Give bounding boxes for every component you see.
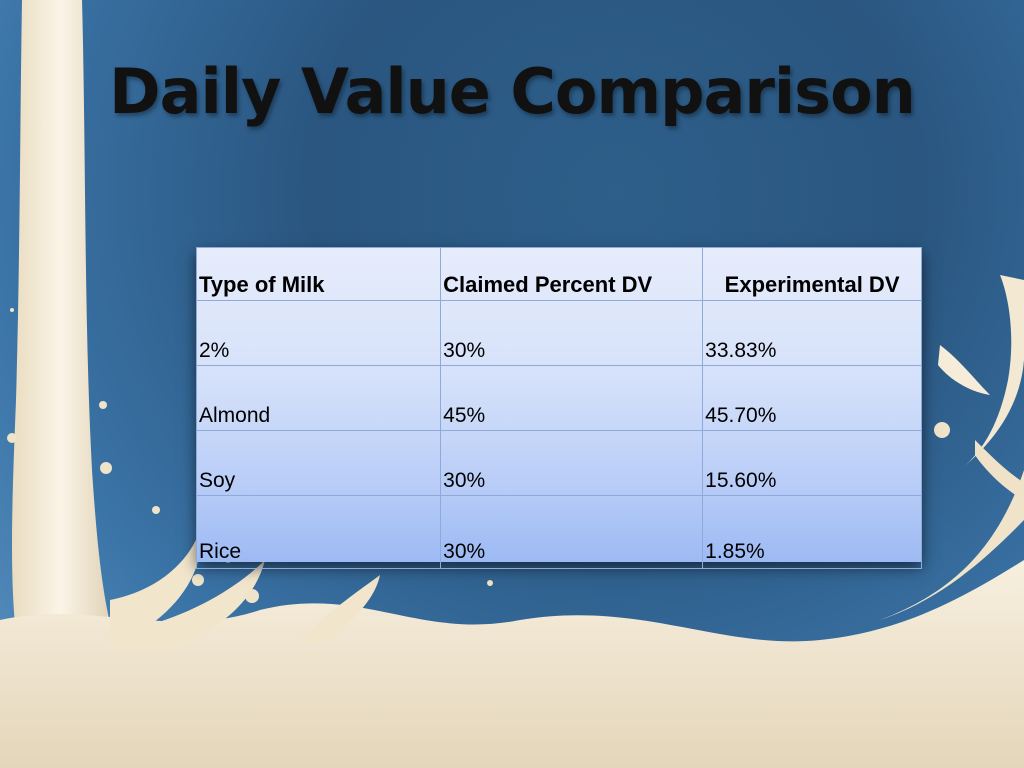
dv-comparison-table: Type of Milk Claimed Percent DV Experime… xyxy=(195,247,922,569)
milk-splash-left xyxy=(110,530,265,650)
cell-claimed-dv: 30% xyxy=(440,495,704,569)
table-row: Almond 45% 45.70% xyxy=(195,365,922,431)
header-type-of-milk: Type of Milk xyxy=(195,247,442,301)
cell-milk-type: Almond xyxy=(195,365,442,431)
table-row: Rice 30% 1.85% xyxy=(195,495,922,569)
cell-claimed-dv: 45% xyxy=(440,365,704,431)
table-row: 2% 30% 33.83% xyxy=(195,300,922,366)
cell-claimed-dv: 30% xyxy=(440,300,704,366)
cell-experimental-dv: 33.83% xyxy=(702,300,922,366)
cell-experimental-dv: 45.70% xyxy=(702,365,922,431)
dv-table-container: Type of Milk Claimed Percent DV Experime… xyxy=(195,247,922,569)
cell-milk-type: Soy xyxy=(195,430,442,496)
cell-claimed-dv: 30% xyxy=(440,430,704,496)
milk-pool xyxy=(0,560,1024,768)
milk-stream xyxy=(12,0,120,660)
header-experimental-dv: Experimental DV xyxy=(702,247,922,301)
header-claimed-percent-dv: Claimed Percent DV xyxy=(440,247,704,301)
table-header-row: Type of Milk Claimed Percent DV Experime… xyxy=(195,247,922,301)
milk-splash-right xyxy=(880,470,1024,620)
table-row: Soy 30% 15.60% xyxy=(195,430,922,496)
cell-milk-type: 2% xyxy=(195,300,442,366)
cell-experimental-dv: 1.85% xyxy=(702,495,922,569)
slide-title: Daily Value Comparison xyxy=(109,55,916,128)
cell-experimental-dv: 15.60% xyxy=(702,430,922,496)
cell-milk-type: Rice xyxy=(195,495,442,569)
